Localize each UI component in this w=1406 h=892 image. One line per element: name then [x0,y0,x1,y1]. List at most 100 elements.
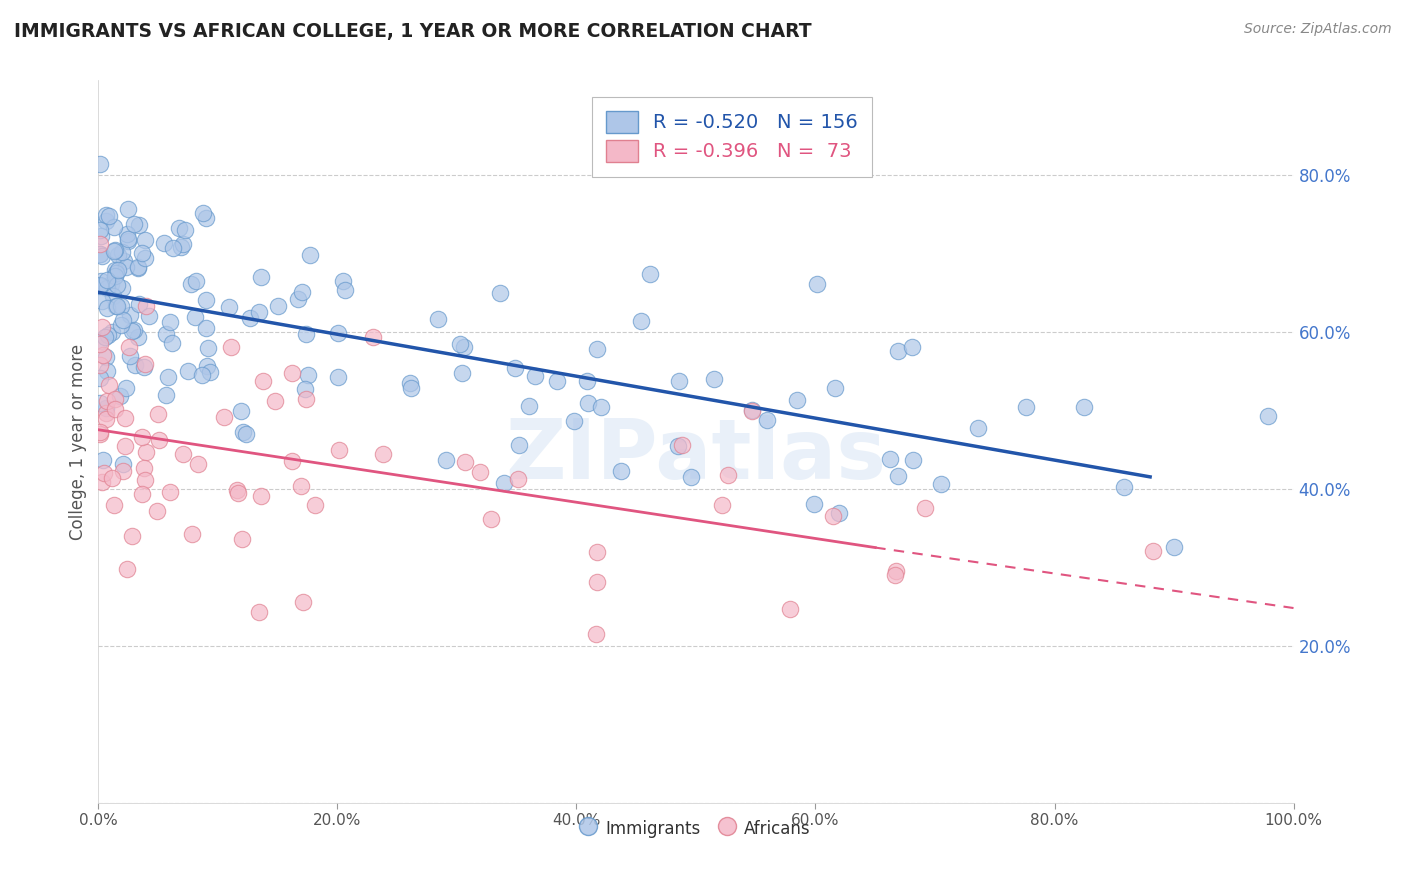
Point [162,241,184,255]
Point [326,369,349,384]
Point [828,506,851,520]
Point [89,247,111,261]
Point [638,267,661,281]
Point [96,364,118,378]
Point [755,413,778,427]
Point [180,527,202,541]
Point [96,273,118,287]
Point [131,487,153,501]
Point [297,368,319,382]
Point [562,414,585,428]
Point [786,392,808,407]
Point [523,368,546,383]
Point [101,289,124,303]
Point [89,156,111,170]
Point [124,358,146,372]
Point [132,360,155,375]
Point [252,374,274,388]
Point [427,311,450,326]
Point [668,375,690,389]
Point [212,410,235,425]
Point [717,468,740,483]
Point [90,293,112,308]
Point [671,438,693,452]
Point [249,305,271,319]
Point [91,453,114,467]
Point [112,464,135,478]
Point [586,342,609,356]
Point [167,220,190,235]
Point [127,260,149,274]
Point [231,532,253,546]
Point [1015,400,1038,414]
Point [967,421,990,435]
Point [96,394,118,409]
Point [576,396,599,410]
Point [197,341,219,355]
Point [89,279,111,293]
Point [479,512,502,526]
Point [666,439,689,453]
Point [159,484,181,499]
Point [929,477,952,491]
Point [101,471,124,485]
Point [449,337,471,351]
Point [103,499,125,513]
Point [121,529,143,543]
Point [89,359,111,373]
Point [886,564,908,578]
Point [585,626,607,640]
Point [153,236,176,251]
Point [883,568,905,582]
Point [94,401,117,415]
Point [138,310,160,324]
Point [127,330,149,344]
Point [104,243,127,257]
Point [89,247,111,261]
Point [90,228,112,243]
Point [226,483,249,497]
Point [128,218,150,232]
Point [134,251,156,265]
Point [117,202,139,216]
Point [679,469,702,483]
Point [94,330,117,344]
Point [100,325,122,339]
Point [1073,401,1095,415]
Point [131,246,153,260]
Point [184,310,207,324]
Point [879,452,901,467]
Point [198,365,221,379]
Point [172,236,194,251]
Point [1163,540,1185,554]
Point [120,308,142,322]
Point [824,381,846,395]
Point [114,439,136,453]
Point [145,503,167,517]
Point [508,438,530,452]
Point [249,269,271,284]
Point [105,300,128,314]
Point [117,232,139,246]
Point [187,457,209,471]
Point [630,313,652,327]
Point [96,405,118,419]
Point [803,497,825,511]
Point [134,473,156,487]
Point [121,324,143,338]
Point [172,447,194,461]
Point [191,368,214,383]
Text: Source: ZipAtlas.com: Source: ZipAtlas.com [1244,22,1392,37]
Point [434,453,457,467]
Point [294,392,316,406]
Point [371,447,394,461]
Point [328,442,350,457]
Point [468,465,491,479]
Point [823,508,845,523]
Point [195,211,218,226]
Point [264,393,287,408]
Point [148,433,170,447]
Point [304,498,326,512]
Point [454,455,477,469]
Point [103,244,125,258]
